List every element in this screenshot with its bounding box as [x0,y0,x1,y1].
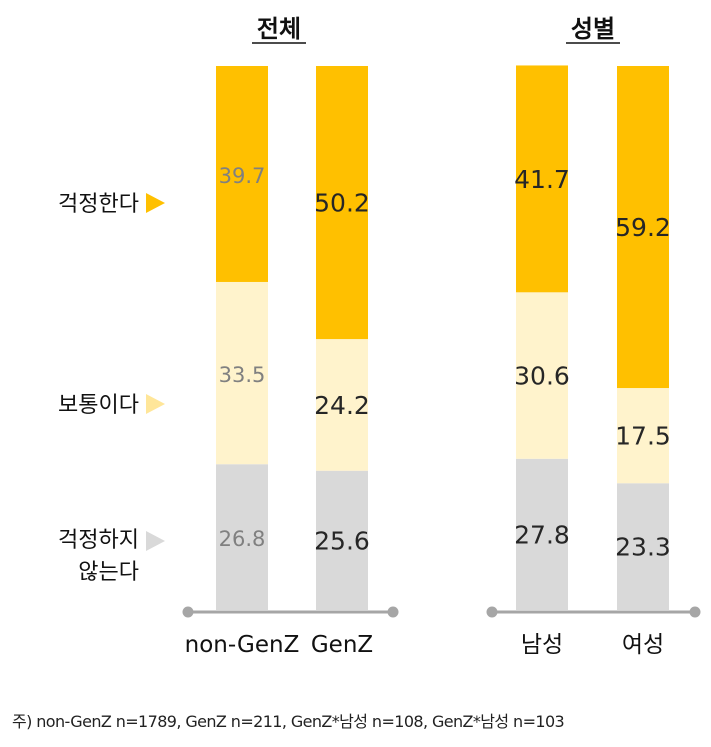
panel-2-value-label: 17.5 [615,422,671,451]
panel-2-bar-2-segment-1 [617,483,669,610]
panel-1-bar-2-segment-1 [316,470,368,610]
panel-2-category-label: 남성 [521,632,563,658]
panel-2-axis-end-dot [689,606,701,618]
panel-2-bar-2-segment-3 [617,66,669,389]
panel-2-bar-1-segment-3 [516,65,568,293]
panel-1-bar-1-segment-1 [216,464,268,610]
legend-triangle-marker [146,193,165,213]
panel-1-category-label: non-GenZ [185,632,300,658]
legend-label: 걱정하지 [58,528,139,553]
legend-label: 걱정한다 [58,192,139,217]
panel-1-bar-2-segment-2 [316,339,368,471]
panel-1-value-label: 25.6 [314,526,370,555]
panel-2-value-label: 41.7 [514,165,570,194]
legend-label: 않는다 [78,560,139,585]
panel-2-axis-end-dot [486,606,498,618]
panel-2-bar-2-segment-2 [617,388,669,484]
panel-1-title: 전체 [257,15,301,43]
panel-2-value-label: 59.2 [615,213,671,242]
panel-1-value-label: 39.7 [219,164,266,188]
panel-1-value-label: 26.8 [219,527,266,551]
panel-2-value-label: 23.3 [615,533,671,562]
panel-1-bar-1-segment-2 [216,281,268,465]
panel-1-value-label: 33.5 [219,363,266,387]
panel-2-category-label: 여성 [622,632,664,658]
panel-2-value-label: 27.8 [514,520,570,549]
panel-1-bar-2-segment-3 [316,66,368,340]
panel-2-bar-1-segment-2 [516,292,568,459]
legend-label: 보통이다 [58,393,139,418]
panel-1-category-label: GenZ [311,632,373,658]
footnote: 주) non-GenZ n=1789, GenZ n=211, GenZ*남성 … [12,712,565,731]
panel-2-title: 성별 [571,15,615,43]
panel-1-value-label: 24.2 [314,391,370,420]
legend-triangle-marker [146,531,165,551]
panel-2-bar-1-segment-1 [516,458,568,610]
panel-1-bar-1-segment-3 [216,66,268,282]
legend-triangle-marker [146,394,165,414]
panel-1-axis-end-dot [387,606,399,618]
panel-1-axis-end-dot [182,606,194,618]
panel-1-value-label: 50.2 [314,189,370,218]
panel-2-value-label: 30.6 [514,362,570,391]
